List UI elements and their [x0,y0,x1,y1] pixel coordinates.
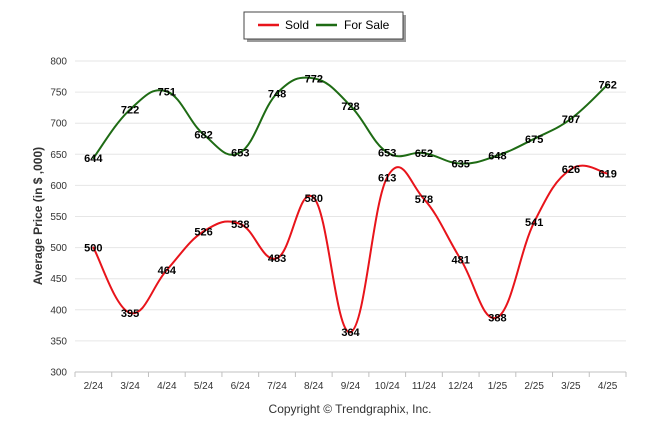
x-tick-label: 10/24 [375,381,400,392]
data-label-sold: 613 [378,172,396,184]
data-label-for-sale: 653 [231,147,249,159]
x-tick-label: 2/25 [524,381,544,392]
data-label-sold: 388 [488,312,506,324]
data-label-for-sale: 728 [341,101,359,113]
x-tick-label: 3/25 [561,381,581,392]
data-label-sold: 526 [194,226,212,238]
series-line-for-sale [92,76,609,165]
data-label-for-sale: 722 [121,105,139,117]
data-label-sold: 578 [415,194,433,206]
y-tick-label: 700 [50,119,67,130]
y-tick-label: 650 [50,150,67,161]
data-label-sold: 619 [598,169,616,181]
data-label-for-sale: 635 [452,159,470,171]
x-tick-label: 1/25 [488,381,508,392]
series-line-sold [92,164,609,334]
x-tick-label: 11/24 [412,381,437,392]
data-label-for-sale: 707 [562,114,580,126]
series-lines [92,76,609,334]
data-label-sold: 395 [121,308,139,320]
x-tick-label: 3/24 [120,381,140,392]
data-label-sold: 580 [305,193,323,205]
data-labels: 500 395 464 526 538 483 580 364 613 578 481 388 541 6… [84,73,617,339]
x-tick-label: 4/24 [157,381,177,392]
data-label-sold: 464 [158,265,177,277]
data-label-sold: 483 [268,253,286,265]
data-label-for-sale: 652 [415,148,433,160]
data-label-for-sale: 644 [84,153,103,165]
y-axis-title: Average Price (in $ ,000) [31,147,45,285]
y-tick-label: 300 [50,368,67,379]
data-label-sold: 538 [231,219,249,231]
axes: 300 350 400 450 500 550 600 650 700 750 800 2/24 3/2… [50,57,627,392]
data-label-for-sale: 748 [268,88,286,100]
y-tick-label: 400 [50,305,67,316]
legend-label-for-sale: For Sale [344,18,390,32]
y-tick-label: 600 [50,181,67,192]
legend: Sold For Sale [243,11,406,42]
y-tick-label: 750 [50,88,67,99]
x-tick-label: 9/24 [341,381,361,392]
y-tick-label: 500 [50,243,67,254]
y-tick-label: 450 [50,274,67,285]
x-tick-label: 4/25 [598,381,618,392]
x-tick-label: 8/24 [304,381,324,392]
data-label-for-sale: 675 [525,134,543,146]
data-label-for-sale: 751 [158,86,176,98]
data-label-sold: 364 [341,327,360,339]
data-label-sold: 626 [562,164,580,176]
x-tick-label: 5/24 [194,381,214,392]
y-tick-label: 350 [50,336,67,347]
legend-label-sold: Sold [285,18,309,32]
data-label-for-sale: 653 [378,147,396,159]
data-label-for-sale: 648 [488,151,506,163]
copyright-footer: Copyright © Trendgraphix, Inc. [269,402,432,416]
data-label-for-sale: 762 [598,80,616,92]
x-tick-label: 12/24 [448,381,473,392]
x-tick-label: 6/24 [231,381,251,392]
data-label-sold: 541 [525,217,543,229]
data-label-for-sale: 772 [305,73,323,85]
y-tick-label: 550 [50,212,67,223]
y-tick-label: 800 [50,57,67,68]
data-label-for-sale: 682 [194,129,212,141]
data-label-sold: 500 [84,243,102,255]
data-label-sold: 481 [452,254,470,266]
x-tick-label: 7/24 [267,381,287,392]
x-tick-label: 2/24 [84,381,104,392]
